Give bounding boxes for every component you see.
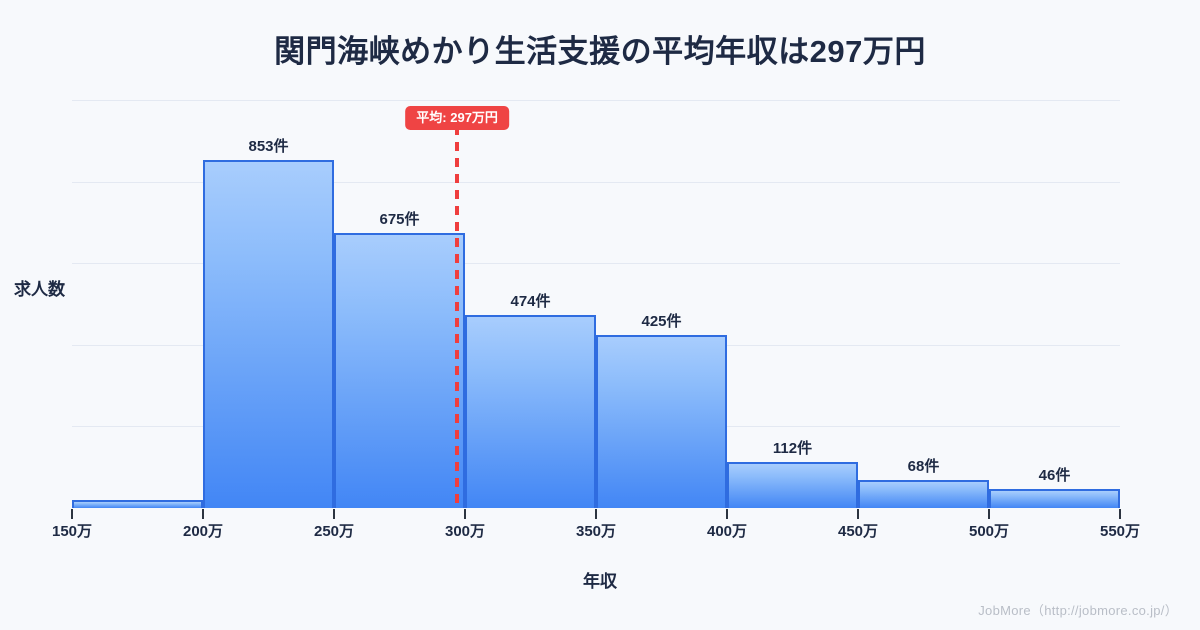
x-axis-title: 年収	[583, 572, 617, 591]
x-axis-tick-mark	[726, 509, 728, 519]
x-axis-tick-label: 150万	[51, 523, 93, 540]
plot-area	[72, 96, 1120, 508]
gridline	[72, 263, 1120, 265]
mean-badge[interactable]: 平均: 297万円	[405, 106, 509, 130]
x-axis-tick-label: 250万	[313, 523, 355, 540]
x-axis-tick-label: 200万	[182, 523, 224, 540]
x-axis-tick-mark	[595, 509, 597, 519]
bar-value-label: 425件	[641, 312, 682, 330]
bar[interactable]	[72, 499, 203, 508]
bar[interactable]	[989, 489, 1120, 508]
bar-value-label: 112件	[772, 440, 813, 458]
bar-value-label: 675件	[379, 210, 420, 228]
mean-line	[455, 126, 460, 508]
bar[interactable]	[334, 232, 465, 508]
x-axis-tick-mark	[71, 509, 73, 519]
bar[interactable]	[727, 462, 858, 508]
x-axis-tick-mark	[202, 509, 204, 519]
bar-value-label: 68件	[907, 458, 940, 476]
bar[interactable]	[465, 314, 596, 508]
x-axis-tick-label: 350万	[575, 523, 617, 540]
x-axis-tick-label: 300万	[444, 523, 486, 540]
gridline	[72, 181, 1120, 183]
footer-credit: JobMore（http://jobmore.co.jp/）	[978, 603, 1178, 618]
x-axis-tick-mark	[464, 509, 466, 519]
x-axis-tick-mark	[1119, 509, 1121, 519]
y-axis-title: 求人数	[14, 280, 65, 299]
chart-title: 関門海峡めかり生活支援の平均年収は297万円	[274, 34, 926, 69]
x-axis-tick-label: 450万	[837, 523, 879, 540]
bar[interactable]	[858, 480, 989, 508]
x-axis-tick-label: 550万	[1099, 523, 1141, 540]
bar-value-label: 853件	[248, 138, 289, 156]
x-axis-tick-mark	[988, 509, 990, 519]
x-axis-tick-label: 400万	[706, 523, 748, 540]
bar[interactable]	[203, 160, 334, 508]
gridline	[72, 100, 1120, 102]
bar-value-label: 474件	[510, 292, 551, 310]
bar-value-label: 46件	[1038, 467, 1071, 485]
x-axis-tick-label: 500万	[968, 523, 1010, 540]
x-axis-tick-mark	[857, 509, 859, 519]
bar[interactable]	[596, 334, 727, 508]
x-axis-tick-mark	[333, 509, 335, 519]
